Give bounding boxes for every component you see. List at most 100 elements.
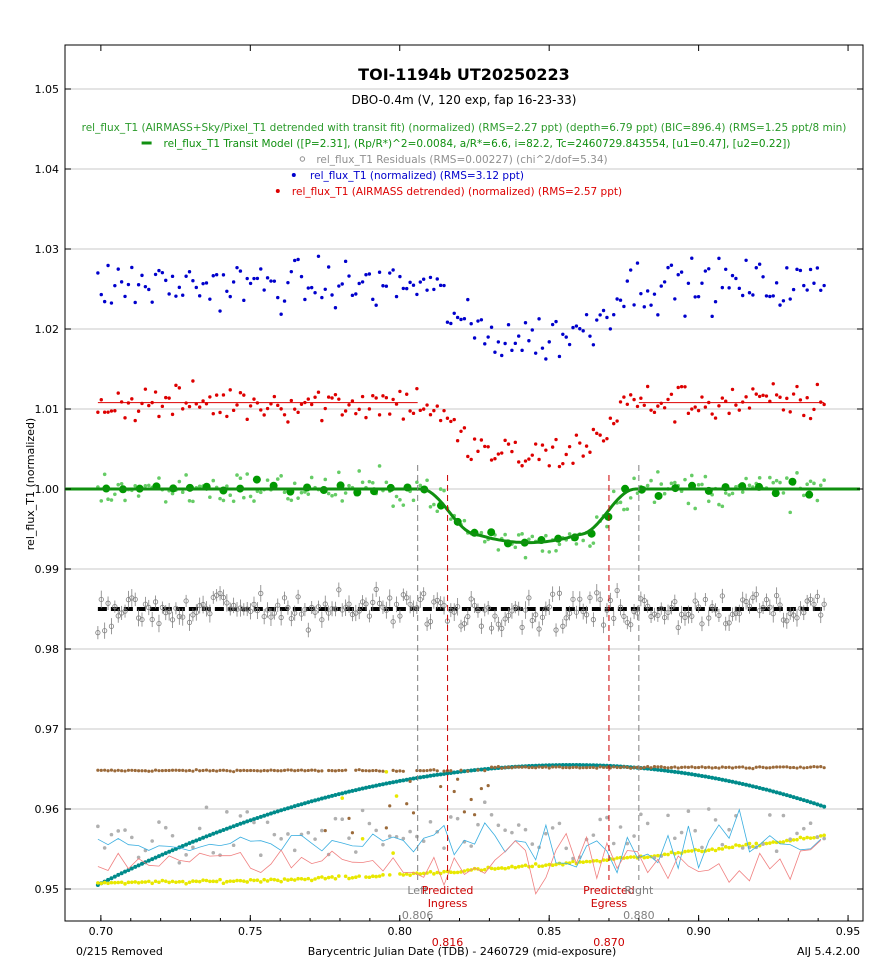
sky-brown-point bbox=[707, 765, 711, 769]
sky-brown-point bbox=[557, 765, 562, 769]
sky-yellow-point bbox=[394, 794, 399, 798]
detrended-point bbox=[493, 456, 497, 461]
residual-point bbox=[492, 613, 498, 619]
residual-point bbox=[393, 601, 400, 607]
detrended_fit-point bbox=[265, 478, 270, 482]
airmass-point bbox=[319, 796, 324, 801]
detrended-point bbox=[724, 399, 728, 403]
detrended_fit-point bbox=[808, 479, 813, 484]
detrended-point bbox=[686, 411, 691, 416]
raw-point bbox=[282, 299, 287, 303]
sky-brown-point bbox=[259, 769, 263, 773]
residual-point bbox=[332, 606, 339, 612]
sky-yellow-point bbox=[109, 880, 114, 885]
residual-point bbox=[807, 596, 814, 603]
residual-point bbox=[461, 621, 468, 627]
residual-point bbox=[292, 610, 298, 616]
residual-point bbox=[203, 606, 210, 612]
raw-point bbox=[656, 313, 660, 317]
width-gray-point bbox=[177, 860, 182, 865]
residual-point bbox=[424, 621, 430, 627]
detrended_fit-point bbox=[618, 500, 623, 505]
width-gray-point bbox=[618, 825, 623, 829]
sky-yellow-point bbox=[662, 852, 667, 857]
raw-point bbox=[150, 300, 154, 304]
sky-brown-point bbox=[398, 769, 402, 773]
sky-yellow-point bbox=[140, 880, 144, 884]
raw-point bbox=[476, 319, 480, 323]
detrended-point bbox=[764, 394, 769, 398]
raw-point bbox=[527, 339, 531, 343]
sky-yellow-point bbox=[493, 867, 497, 871]
sky-yellow-point bbox=[143, 880, 148, 884]
sky-yellow-point bbox=[354, 875, 358, 879]
width-gray-point bbox=[768, 813, 772, 817]
detrended_fit-point bbox=[340, 499, 345, 503]
detrended-point bbox=[272, 394, 277, 399]
sky-yellow-point bbox=[822, 833, 826, 838]
sky-brown-point bbox=[208, 769, 212, 773]
sky-yellow-point bbox=[683, 849, 687, 854]
raw-point bbox=[377, 270, 382, 274]
sky-brown-point bbox=[211, 768, 215, 773]
detrended-point bbox=[707, 400, 711, 405]
detrended-point bbox=[656, 404, 660, 408]
detrended-point bbox=[802, 413, 806, 418]
residual-point bbox=[285, 605, 291, 611]
raw-point bbox=[354, 292, 358, 296]
raw-point bbox=[309, 285, 314, 290]
x-tick-label: 0.70 bbox=[89, 925, 114, 938]
detrended-point bbox=[547, 464, 551, 468]
sky-yellow-point bbox=[781, 840, 786, 844]
width-gray-point bbox=[360, 808, 365, 813]
detrended-point bbox=[540, 443, 545, 447]
sky-yellow-point bbox=[628, 855, 633, 859]
sky-brown-point bbox=[720, 765, 724, 769]
sky-brown-point bbox=[537, 765, 541, 769]
raw-point bbox=[388, 271, 392, 275]
raw-point bbox=[724, 267, 728, 271]
residual-point bbox=[336, 587, 342, 593]
raw-point bbox=[405, 286, 409, 291]
sky-yellow-point bbox=[516, 864, 521, 869]
binned-point bbox=[805, 490, 814, 499]
detrended_fit-point bbox=[177, 479, 182, 484]
airmass-point bbox=[207, 833, 212, 838]
detrended-point bbox=[214, 393, 219, 397]
sky-yellow-point bbox=[734, 843, 738, 847]
sky-yellow-point bbox=[744, 842, 748, 847]
sky-yellow-point bbox=[785, 838, 789, 843]
raw-point bbox=[136, 283, 141, 287]
residual-point bbox=[499, 625, 505, 631]
sky-brown-point bbox=[374, 768, 378, 773]
residual-point bbox=[142, 601, 148, 607]
detrended-point bbox=[259, 408, 263, 412]
detrended-point bbox=[629, 393, 633, 397]
sky-brown-point bbox=[730, 766, 735, 770]
raw-point bbox=[306, 286, 310, 290]
raw-point bbox=[690, 256, 694, 260]
detrended-point bbox=[476, 449, 480, 454]
width-gray-point bbox=[306, 830, 311, 835]
sky-yellow-point bbox=[669, 850, 674, 855]
airmass-point bbox=[153, 855, 158, 860]
removed-count: 0/215 Removed bbox=[76, 945, 163, 958]
detrended-point bbox=[591, 427, 596, 432]
sky-brown-point bbox=[676, 766, 680, 770]
sky-brown-point bbox=[751, 766, 755, 771]
sky-brown-point bbox=[215, 769, 219, 773]
raw-point bbox=[730, 273, 735, 278]
raw-point bbox=[812, 281, 816, 285]
sky-brown-point bbox=[242, 768, 246, 772]
airmass-point bbox=[811, 801, 816, 806]
raw-point bbox=[649, 303, 653, 307]
sky-brown-point bbox=[710, 766, 714, 770]
detrended-point bbox=[727, 411, 731, 416]
airmass-point bbox=[184, 842, 189, 847]
sky-yellow-point bbox=[330, 875, 334, 879]
airmass-point bbox=[313, 798, 318, 803]
sky-brown-point bbox=[591, 765, 595, 770]
detrended-point bbox=[564, 452, 568, 457]
residual-point bbox=[478, 623, 484, 629]
airmass-point bbox=[761, 786, 766, 791]
